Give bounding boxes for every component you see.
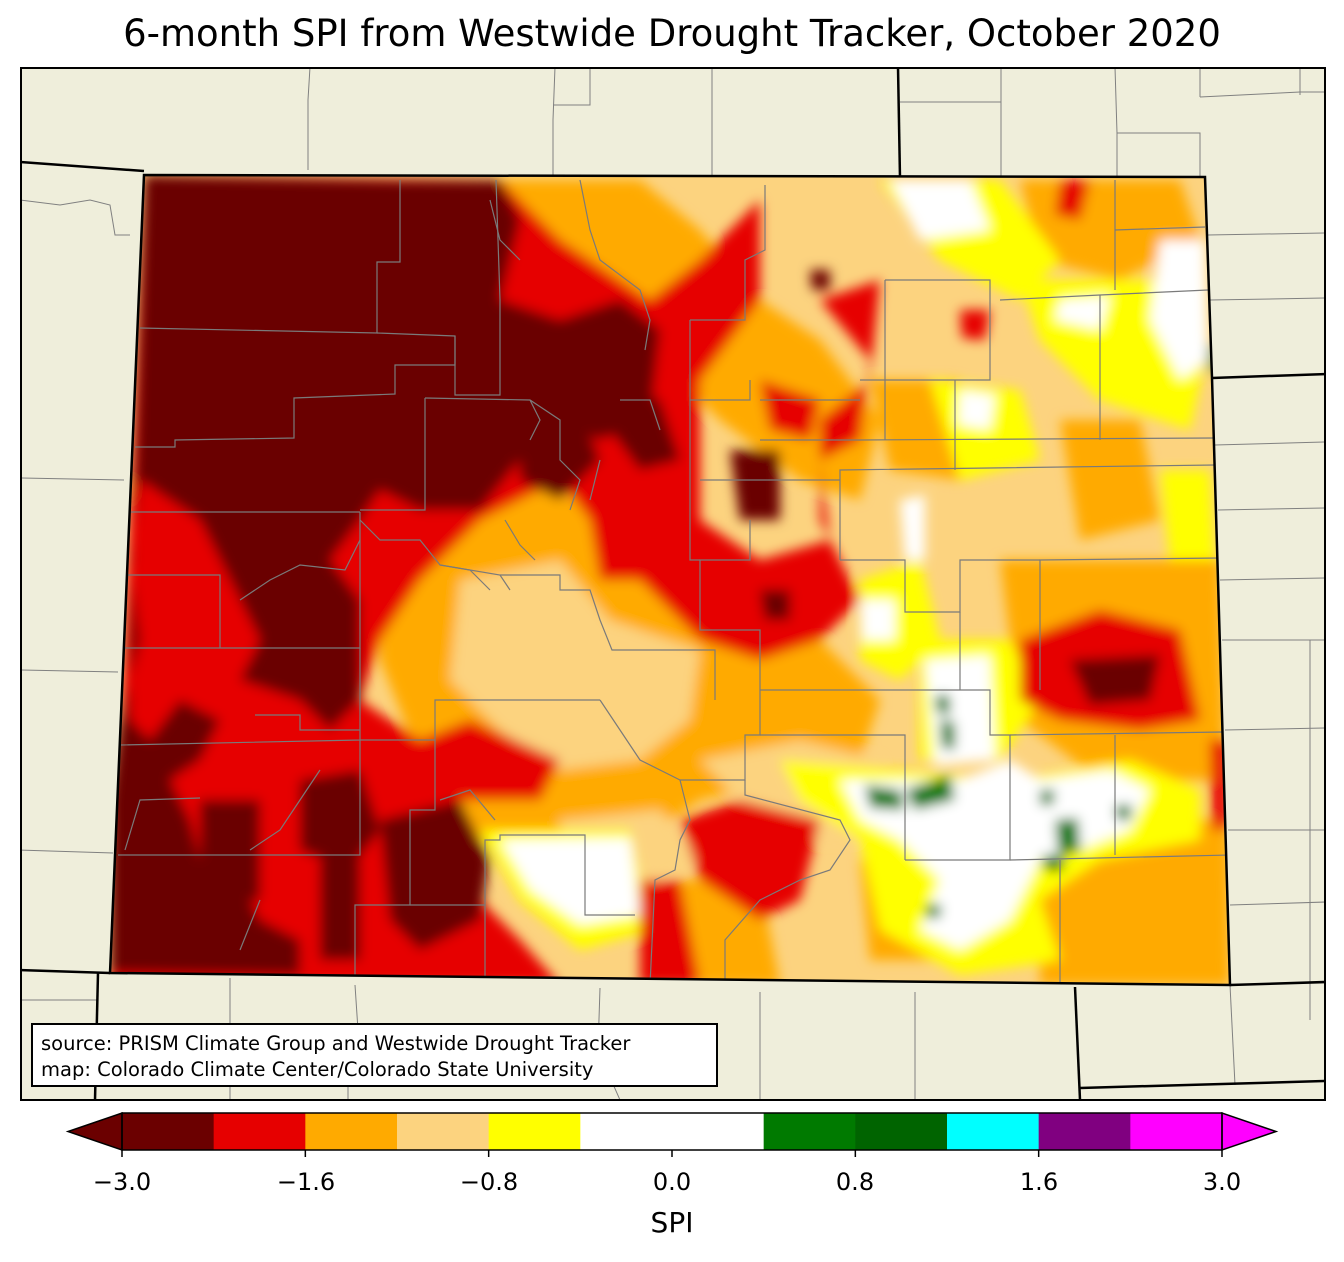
colorbar-cell <box>855 1113 948 1150</box>
map-credit: map: Colorado Climate Center/Colorado St… <box>41 1058 594 1081</box>
colorbar-cell <box>763 1113 856 1150</box>
colorbar-tick-label: 1.6 <box>1019 1168 1059 1196</box>
map-title: 6-month SPI from Westwide Drought Tracke… <box>123 12 1221 55</box>
colorbar-cell <box>672 1113 765 1150</box>
colorbar-cell <box>305 1113 398 1150</box>
colorbar-cell <box>580 1113 673 1150</box>
colorbar-tick-label: 3.0 <box>1202 1168 1242 1196</box>
colorbar-cell <box>213 1113 306 1150</box>
spi-map <box>22 69 1324 1099</box>
colorado-outline <box>108 173 1232 987</box>
colorbar-tick-label: 0.0 <box>652 1168 692 1196</box>
colorbar-cell <box>1130 1113 1223 1150</box>
source-credits-box: source: PRISM Climate Group and Westwide… <box>31 1023 718 1087</box>
colorbar-tick-label: −0.8 <box>459 1168 519 1196</box>
colorbar-tick-label: −1.6 <box>276 1168 336 1196</box>
spi-field <box>110 175 1230 985</box>
colorbar-lower-extend-arrow <box>65 1111 123 1152</box>
colorbar-cell <box>397 1113 490 1150</box>
colorbar-cell <box>947 1113 1040 1150</box>
colorbar-label: SPI <box>650 1206 694 1239</box>
colorbar-upper-extend-arrow <box>1221 1111 1279 1152</box>
colorbar-tick-label: −3.0 <box>92 1168 152 1196</box>
colorbar-cell <box>488 1113 581 1150</box>
spi-colorbar <box>65 1111 1279 1157</box>
colorbar-cell <box>122 1113 215 1150</box>
colorbar-tick-label: 0.8 <box>835 1168 875 1196</box>
source-credit: source: PRISM Climate Group and Westwide… <box>41 1032 631 1055</box>
map-frame <box>20 67 1326 1101</box>
colorbar-cell <box>1038 1113 1131 1150</box>
colorado-county-lines <box>118 179 1230 985</box>
